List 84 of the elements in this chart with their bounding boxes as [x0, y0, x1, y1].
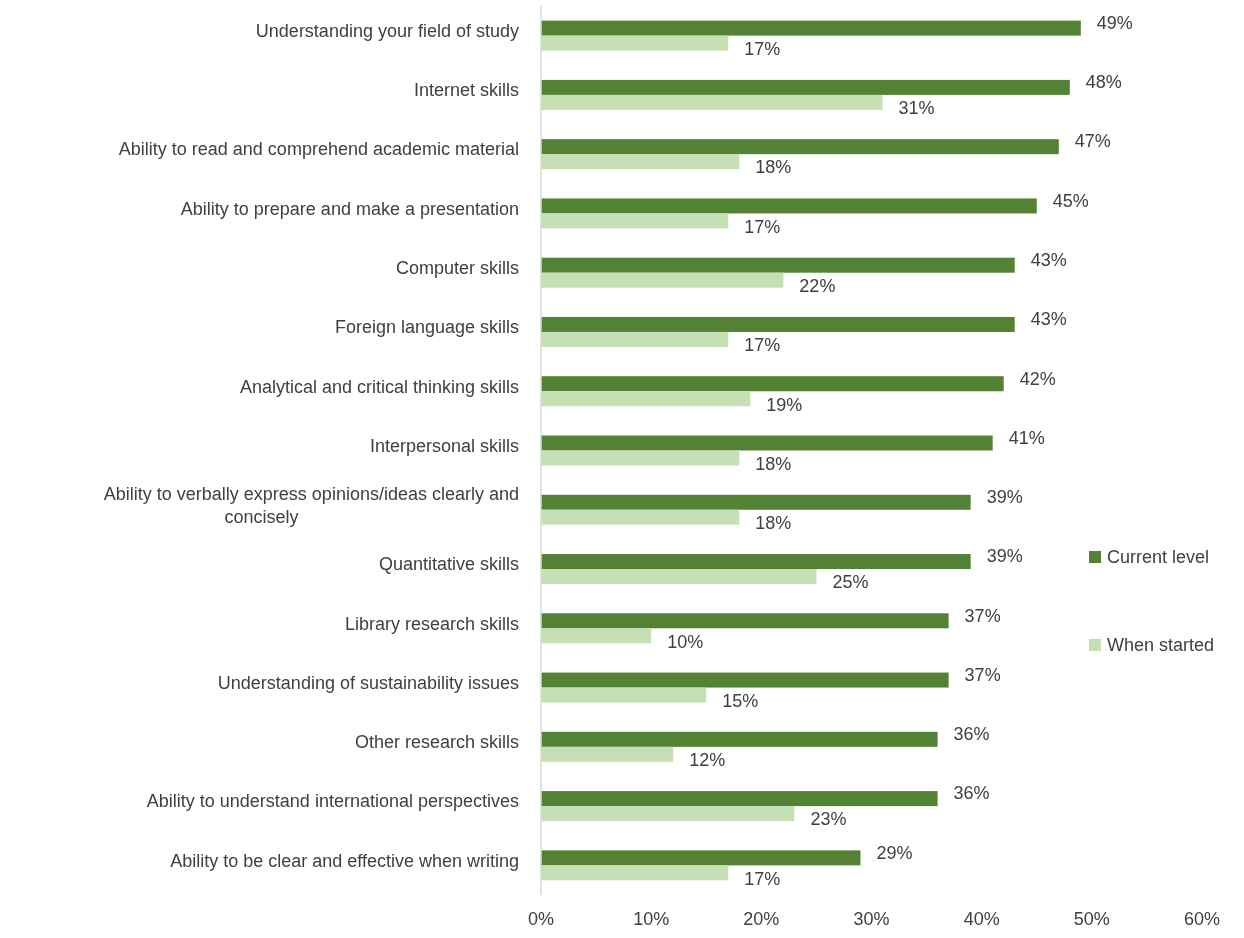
data-label: 47%: [1074, 131, 1111, 152]
y-tick-label: Ability to prepare and make a presentation: [180, 198, 519, 219]
y-tick-label: Interpersonal skills: [369, 435, 519, 456]
x-tick-label: 40%: [963, 909, 1000, 930]
data-label: 39%: [986, 546, 1023, 567]
bar: [541, 672, 949, 688]
data-label: 18%: [755, 513, 792, 534]
bar: [541, 628, 652, 644]
x-tick-label: 10%: [633, 909, 670, 930]
data-label: 17%: [744, 216, 781, 237]
data-label: 10%: [667, 631, 704, 652]
y-tick-label: Quantitative skills: [378, 554, 519, 575]
data-label: 36%: [953, 724, 990, 745]
y-tick-label: Ability to be clear and effective when writing: [170, 850, 519, 871]
y-tick-label: Analytical and critical thinking skills: [239, 376, 519, 397]
bar: [541, 554, 971, 570]
bar: [541, 509, 740, 525]
bar: [541, 746, 674, 762]
data-label: 43%: [1030, 250, 1067, 270]
bar: [541, 731, 938, 747]
bar: [541, 391, 751, 407]
data-label: 25%: [832, 572, 869, 593]
bar: [541, 435, 993, 451]
data-label: 37%: [964, 664, 1001, 685]
data-label: 48%: [1085, 72, 1122, 93]
data-label: 18%: [755, 157, 792, 178]
y-tick-label: Foreign language skills: [334, 317, 519, 338]
bar: [541, 94, 883, 110]
bar: [541, 35, 729, 51]
data-label: 15%: [722, 690, 759, 711]
bar: [541, 613, 949, 629]
data-label: 49%: [1096, 12, 1133, 33]
data-label: 17%: [744, 868, 781, 889]
bar: [541, 569, 817, 585]
bar: [541, 687, 707, 703]
data-label: 31%: [898, 98, 935, 119]
bar: [541, 20, 1081, 36]
bar: [541, 154, 740, 170]
y-tick-label: Computer skills: [395, 258, 519, 278]
bar: [541, 806, 795, 822]
data-label: 42%: [1019, 368, 1056, 389]
data-label: 29%: [876, 842, 913, 863]
bar: [541, 257, 1015, 273]
y-tick-label: Understanding of sustainability issues: [217, 672, 519, 693]
y-tick-label: Other research skills: [354, 732, 519, 753]
bar: [541, 850, 861, 866]
x-tick-label: 60%: [1183, 909, 1221, 930]
data-label: 22%: [799, 276, 836, 296]
x-tick-label: 20%: [743, 909, 780, 930]
bar: [541, 213, 729, 229]
data-label: 41%: [1008, 427, 1045, 448]
y-tick-label: Internet skills: [413, 80, 519, 101]
bar: [541, 865, 729, 881]
y-tick-label: Understanding your field of study: [255, 20, 519, 41]
data-label: 12%: [689, 750, 726, 771]
y-tick-label: Ability to read and comprehend academic material: [118, 139, 519, 160]
data-label: 23%: [810, 809, 847, 830]
y-tick-label: Library research skills: [344, 613, 519, 634]
bar: [541, 316, 1015, 332]
bar: [541, 272, 784, 288]
bar: [541, 331, 729, 347]
data-label: 18%: [755, 453, 792, 474]
x-tick-label: 30%: [853, 909, 890, 930]
bar: [541, 139, 1059, 155]
bar: [541, 791, 938, 807]
data-label: 19%: [766, 394, 803, 415]
legend-label: When started: [1107, 635, 1215, 656]
bar: [541, 376, 1004, 392]
data-label: 17%: [744, 335, 781, 356]
bar: [541, 198, 1037, 214]
x-tick-label: 50%: [1073, 909, 1110, 930]
data-label: 17%: [744, 38, 781, 59]
legend-label: Current level: [1107, 547, 1210, 568]
data-label: 45%: [1052, 190, 1089, 211]
data-label: 43%: [1030, 309, 1067, 330]
bar: [541, 450, 740, 466]
bar: [541, 494, 971, 510]
bar: [541, 79, 1070, 95]
x-tick-label: 0%: [527, 909, 555, 930]
data-label: 37%: [964, 605, 1001, 626]
y-tick-label: Ability to understand international perspectives: [146, 791, 519, 812]
data-label: 36%: [953, 783, 990, 804]
data-label: 39%: [986, 487, 1023, 508]
y-tick-label: Ability to verbally express opinions/ideas clearly and concisely: [103, 483, 519, 527]
